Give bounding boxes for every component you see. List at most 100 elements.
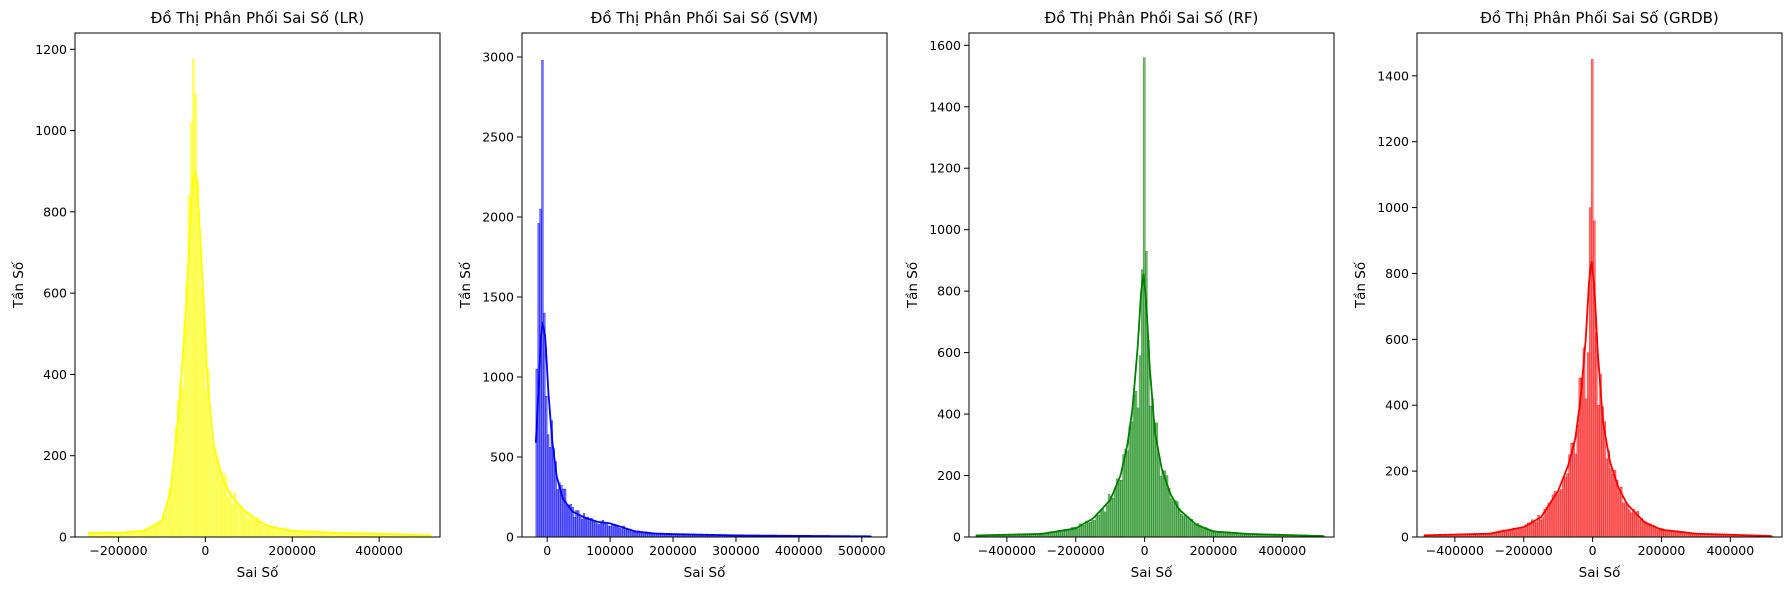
histogram-bar [633,532,637,538]
histogram-bar [597,524,601,538]
histogram-bar [163,514,167,538]
y-tick-label: 1400 [929,99,961,114]
histogram-bar [1217,532,1220,538]
histogram-bar [183,325,187,538]
histogram-bar [1520,527,1524,538]
histogram-bar [1221,532,1225,538]
histogram-bar [1089,521,1092,538]
histogram-bar [1103,511,1107,538]
histogram-bar [226,496,230,538]
histogram-bar [1657,529,1660,538]
histogram-bar [220,481,223,538]
histogram-bar [196,179,200,538]
x-tick-label: 100000 [586,543,634,558]
histogram-bar [1050,532,1053,538]
histogram-bar [1128,426,1132,538]
histogram-bar [1495,532,1499,538]
y-tick-label: 400 [1385,398,1409,413]
histogram-bar [579,516,582,538]
x-tick-label: 300000 [712,543,760,558]
histogram-bar [302,531,306,538]
histogram-bar [261,525,265,538]
histogram-bars [535,60,873,538]
histogram-bar [1516,529,1520,538]
histogram-bar [1566,473,1569,538]
y-tick-label: 3000 [482,50,514,65]
histogram-bar [96,533,100,538]
histogram-bar [1056,531,1059,538]
axes-frame [1416,32,1783,538]
histogram-bar [1580,377,1584,538]
histogram-bar [322,532,326,538]
histogram-bar [1586,352,1590,538]
histogram-bar [1593,220,1596,538]
y-tick-label: 2500 [482,130,514,145]
y-tick-label: 1000 [482,370,514,385]
histogram-bar [541,60,544,538]
histogram-bar [307,532,310,538]
histogram-bar [624,529,627,538]
histogram-bar [563,488,567,538]
x-tick-label: −200000 [1495,543,1553,558]
histogram-bar [242,509,245,538]
histogram-bar [192,59,195,538]
histogram-bar [1178,508,1181,538]
histogram-bars [87,59,432,538]
histogram-bar [124,532,128,538]
histogram-bar [641,532,644,538]
histogram-bar [1642,520,1646,538]
histogram-bar [246,517,250,538]
histogram-bar [244,511,247,538]
histogram-bar [1677,532,1681,538]
histogram-bar [596,523,599,538]
histogram-bar [1564,476,1567,538]
histogram-bar [194,93,197,538]
histogram-bar [626,529,629,538]
x-tick-label: 0 [543,543,551,558]
histogram-bar [1547,502,1551,538]
chart-title: Đồ Thị Phân Phối Sai Số (LR) [151,9,364,27]
histogram-bar [1522,528,1526,538]
histogram-bar [611,523,614,538]
histogram-bar [1597,405,1600,538]
histogram-bar [1116,478,1119,538]
histogram-bar [603,523,606,538]
chart-panel-2: −400000 −200000 0 200000 400000 0 200 400 600 800… [904,9,1335,581]
histogram-bar [1081,524,1084,538]
y-axis-label: Tần Số [904,261,921,309]
histogram-bar [237,505,241,538]
histogram-bar [599,522,603,538]
histogram-bar [1518,528,1522,538]
histogram-bar [1574,453,1577,538]
histogram-bar [1153,422,1156,538]
y-tick-label: 200 [43,448,67,463]
histogram-bar [618,528,622,538]
y-tick-label: 1600 [929,38,961,53]
histogram-bar [1595,332,1598,538]
chart-panel-0: −200000 0 200000 400000 0 200 400 600 800 1000 120… [10,9,441,581]
histogram-bar [1126,450,1129,538]
histogram-bar [616,526,620,538]
histogram-bar [1607,450,1611,538]
histogram-bar [1510,530,1513,538]
y-tick-label: 0 [953,530,961,545]
y-tick-label: 2000 [482,210,514,225]
histogram-bar [594,522,597,538]
histogram-bar [592,519,595,538]
y-tick-label: 1200 [35,42,67,57]
histogram-bar [1626,505,1629,538]
histogram-bar [1617,490,1621,538]
histogram-bar [1555,494,1559,538]
y-tick-label: 800 [937,284,961,299]
histogram-bar [1149,405,1152,538]
histogram-bar [1646,523,1650,538]
histogram-bar [1134,391,1138,538]
histogram-bar [1632,508,1635,538]
histogram-bar [231,503,234,538]
histogram-bar [1535,521,1538,538]
histogram-bar [1097,514,1101,538]
histogram-bar [580,519,584,538]
histogram-bar [1180,514,1183,538]
histogram-bar [1186,516,1189,538]
y-tick-label: 0 [506,530,514,545]
